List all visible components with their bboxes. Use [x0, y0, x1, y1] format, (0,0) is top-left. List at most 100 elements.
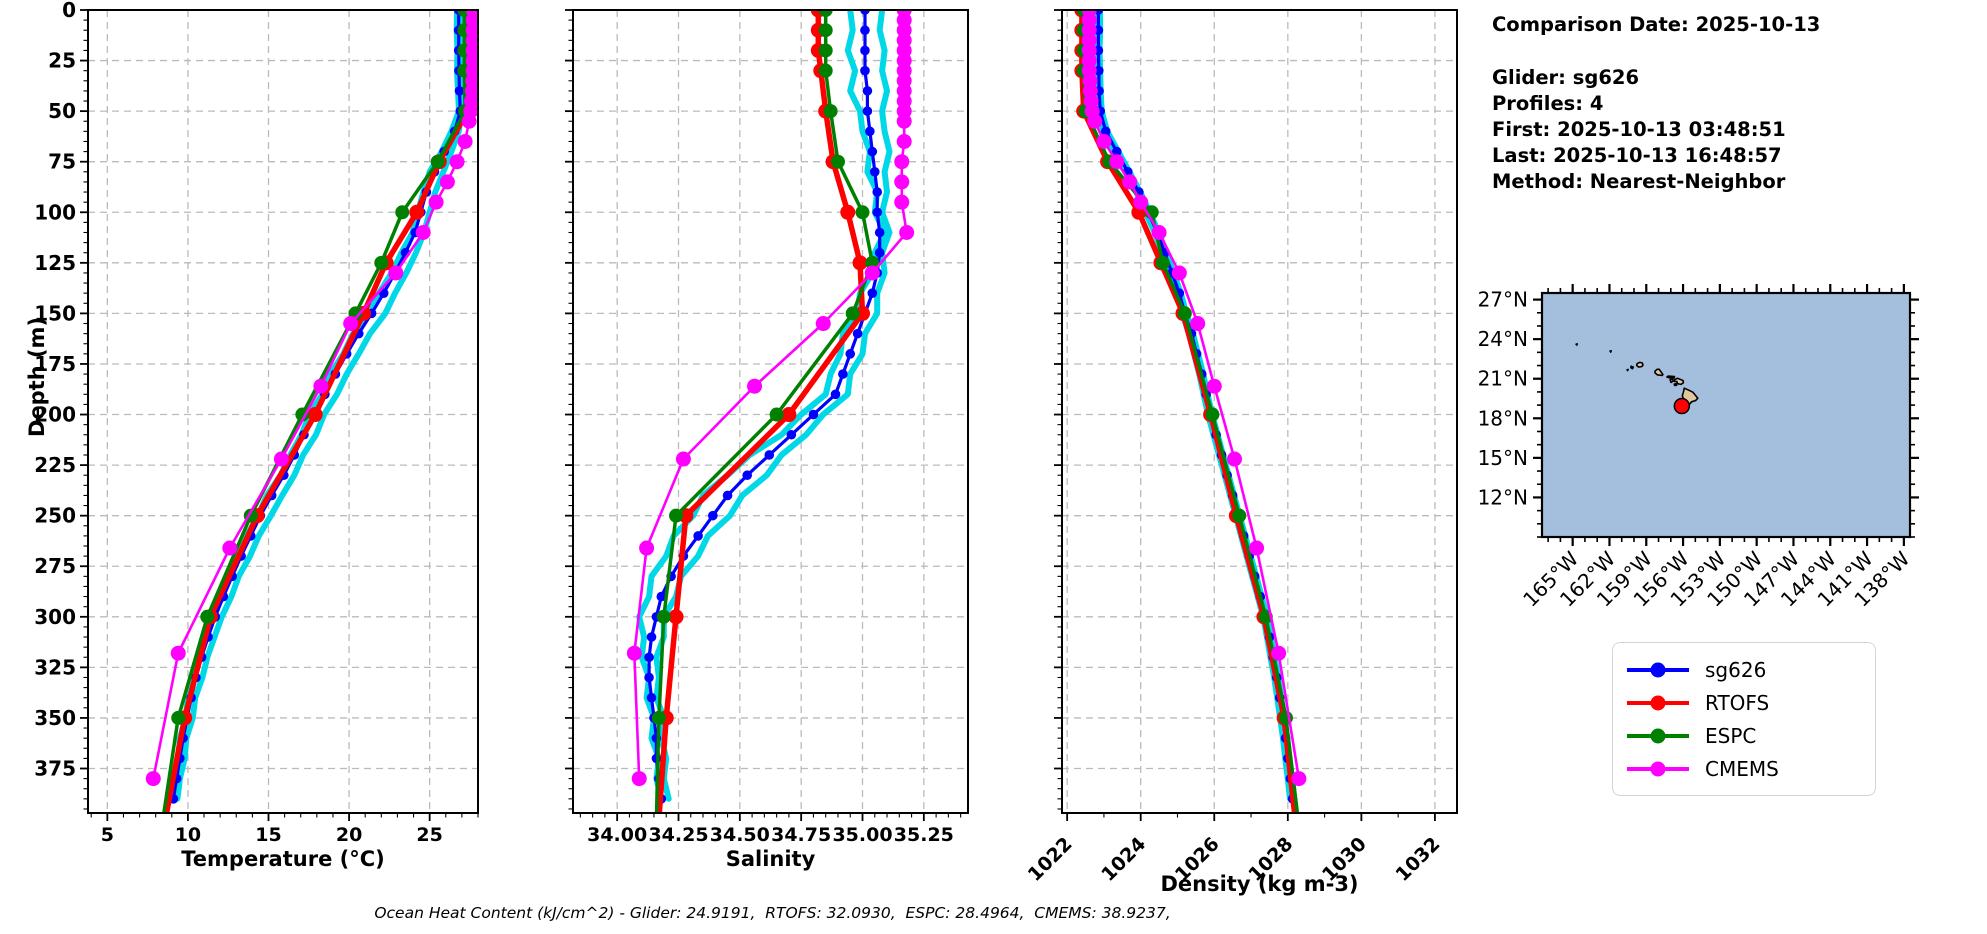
density-profile-panel: 1022 1024 1026 1028 1030 1032	[1024, 9, 1458, 886]
temperature-panel-border	[87, 9, 479, 814]
series-marker-sg626	[764, 450, 775, 460]
series-line-CMEMS	[632, 10, 909, 780]
series-marker-CMEMS	[461, 113, 477, 129]
series-marker-CMEMS	[626, 645, 642, 661]
map-lat-label: 24°N	[1478, 327, 1528, 351]
legend: sg626 RTOFS ESPC CMEMS	[1612, 642, 1876, 796]
series-marker-sg626	[646, 632, 657, 642]
series-marker-ESPC	[823, 104, 838, 119]
series-marker-ESPC	[769, 407, 784, 422]
map-lat-label: 21°N	[1478, 367, 1528, 391]
series-marker-CMEMS	[896, 133, 912, 149]
series-line-glider-profile-2	[1096, 10, 1298, 802]
temperature-profile-panel: 5 10 15 20 250255075100125150175200225250275…	[34, 0, 479, 846]
series-marker-CMEMS	[1109, 154, 1125, 170]
x-tick-label: 35.00	[832, 824, 892, 846]
series-marker-sg626	[656, 591, 667, 602]
series-marker-sg626	[874, 227, 885, 238]
series-marker-CMEMS	[894, 194, 910, 210]
series-marker-ESPC	[855, 205, 870, 220]
x-tick-label: 15	[255, 824, 281, 846]
depth-tick-label: 225	[34, 453, 76, 477]
series-marker-ESPC	[818, 43, 833, 58]
series-marker-ESPC	[830, 154, 845, 169]
series-marker-CMEMS	[1190, 316, 1206, 332]
depth-tick-label: 250	[34, 504, 76, 528]
series-marker-CMEMS	[1171, 265, 1187, 281]
series-marker-RTOFS	[855, 305, 871, 321]
depth-axis-label: Depth (m)	[25, 316, 49, 438]
x-tick-label: 34.50	[710, 824, 770, 846]
map-ocean	[1542, 293, 1910, 537]
series-marker-ESPC	[656, 609, 671, 624]
series-marker-ESPC	[1155, 255, 1170, 270]
island-shape	[1609, 349, 1612, 353]
island-shape	[1626, 368, 1629, 372]
location-map: 165°W162°W159°W156°W153°W150°W147°W144°W…	[1478, 284, 1919, 612]
series-marker-sg626	[708, 510, 718, 521]
series-marker-sg626	[872, 187, 883, 197]
series-marker-CMEMS	[1291, 771, 1307, 787]
depth-tick-label: 25	[48, 49, 76, 73]
series-marker-CMEMS	[457, 133, 473, 149]
island-shape	[1673, 382, 1678, 387]
x-tick-label: 35.25	[894, 824, 954, 846]
legend-label: CMEMS	[1705, 756, 1779, 781]
series-line-glider-profile-1	[174, 10, 465, 802]
series-marker-ESPC	[651, 710, 666, 725]
ocean-heat-content-caption: Ocean Heat Content (kJ/cm^2) - Glider: 2…	[374, 904, 1171, 922]
series-marker-ESPC	[395, 205, 410, 220]
series-marker-sg626	[862, 86, 873, 96]
series-marker-CMEMS	[815, 316, 831, 332]
series-marker-CMEMS	[1133, 194, 1149, 210]
legend-item-cmems: CMEMS	[1627, 752, 1861, 785]
series-marker-CMEMS	[1206, 378, 1222, 394]
depth-tick-label: 275	[34, 554, 76, 578]
profiles-count-line: Profiles: 4	[1492, 92, 1604, 115]
depth-tick-label: 50	[48, 99, 76, 123]
series-marker-ESPC	[669, 508, 684, 523]
series-marker-sg626	[865, 126, 875, 137]
espc-line-swatch	[1627, 728, 1689, 743]
density-panel-border	[1061, 9, 1458, 814]
depth-tick-label: 325	[34, 655, 76, 679]
series-marker-ESPC	[430, 154, 445, 169]
legend-label: sg626	[1705, 657, 1767, 682]
series-marker-CMEMS	[1087, 113, 1103, 129]
map-lat-label: 27°N	[1478, 288, 1528, 312]
series-marker-sg626	[860, 45, 870, 56]
legend-label: RTOFS	[1705, 690, 1770, 715]
glider-id-line: Glider: sg626	[1492, 66, 1640, 89]
series-marker-CMEMS	[145, 771, 161, 787]
series-marker-ESPC	[171, 710, 186, 725]
x-tick-label: 5	[101, 824, 114, 846]
island-shape	[1673, 377, 1685, 386]
series-marker-sg626	[867, 146, 878, 157]
series-marker-CMEMS	[343, 316, 359, 332]
island-shape	[1669, 378, 1675, 384]
island-shape	[1666, 375, 1676, 379]
series-marker-sg626	[838, 369, 848, 379]
x-tick-label: 34.75	[771, 824, 831, 846]
legend-item-espc: ESPC	[1627, 719, 1861, 752]
series-marker-sg626	[852, 328, 863, 339]
comparison-info-panel: Comparison Date: 2025-10-13 Glider: sg62…	[1492, 12, 1820, 195]
comparison-date: Comparison Date: 2025-10-13	[1492, 13, 1821, 36]
series-line-sg626	[1096, 10, 1295, 801]
series-marker-CMEMS	[439, 174, 455, 190]
series-line-CMEMS	[1087, 10, 1301, 780]
series-marker-sg626	[454, 86, 465, 96]
legend-label: ESPC	[1705, 723, 1757, 748]
series-marker-ESPC	[1205, 407, 1220, 422]
series-marker-sg626	[860, 65, 870, 76]
x-tick-label: 20	[336, 824, 362, 846]
series-marker-CMEMS	[449, 154, 465, 170]
series-marker-sg626	[742, 470, 752, 481]
series-marker-ESPC	[200, 609, 215, 624]
series-marker-RTOFS	[307, 407, 323, 423]
island-shape	[1654, 368, 1664, 377]
series-marker-sg626	[874, 247, 885, 258]
temperature-axis-label: Temperature (°C)	[181, 847, 385, 871]
x-tick-label: 34.25	[648, 824, 708, 846]
